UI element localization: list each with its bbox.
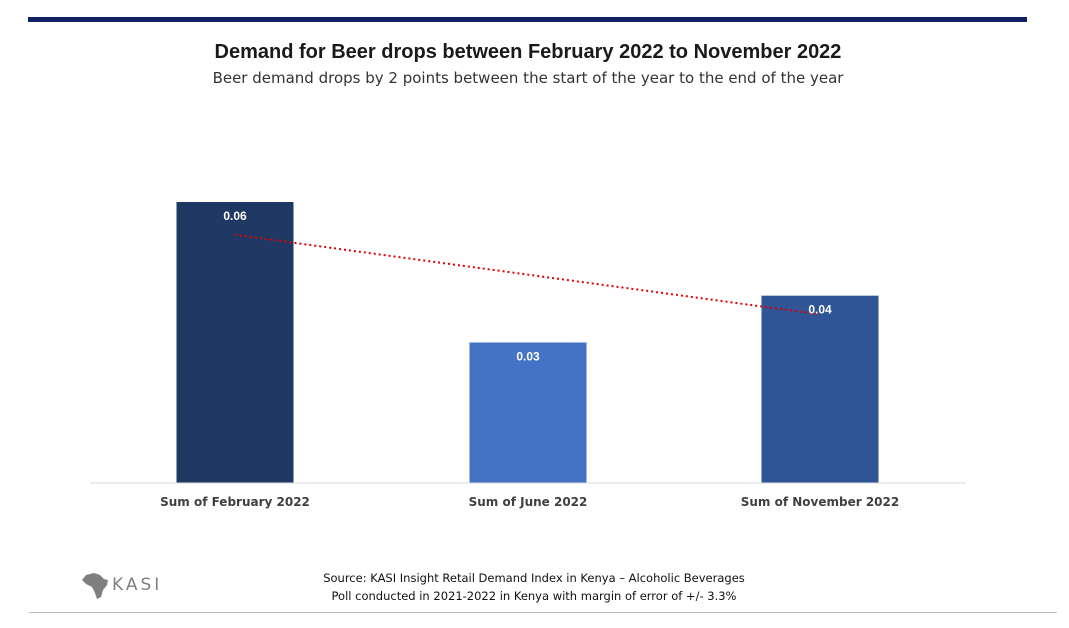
- tick-label-november-2022: Sum of November 2022: [741, 495, 899, 509]
- poll-note: Poll conducted in 2021-2022 in Kenya wit…: [331, 589, 737, 603]
- top-accent-bar: [28, 17, 1027, 22]
- kasi-logo-text: KASI: [112, 575, 162, 595]
- tick-label-february-2022: Sum of February 2022: [160, 495, 310, 509]
- chart-subtitle: Beer demand drops by 2 points between th…: [212, 69, 844, 87]
- data-label-november-2022: 0.04: [808, 303, 832, 317]
- kasi-logo: KASI: [82, 573, 162, 599]
- africa-map-icon: [82, 573, 108, 599]
- data-label-june-2022: 0.03: [516, 350, 540, 364]
- trendline: [234, 233, 821, 316]
- bottom-divider: [29, 612, 1057, 613]
- bar-november-2022: [761, 295, 879, 483]
- bar-february-2022: [176, 202, 294, 483]
- tick-label-june-2022: Sum of June 2022: [469, 495, 588, 509]
- source-note: Source: KASI Insight Retail Demand Index…: [323, 571, 745, 585]
- bar-chart: 0.06 0.03 0.04 Sum of February 2022 Sum of …: [90, 202, 966, 509]
- chart-title: Demand for Beer drops between February 2…: [214, 41, 842, 63]
- bar-june-2022: [469, 342, 587, 483]
- data-label-february-2022: 0.06: [223, 209, 247, 223]
